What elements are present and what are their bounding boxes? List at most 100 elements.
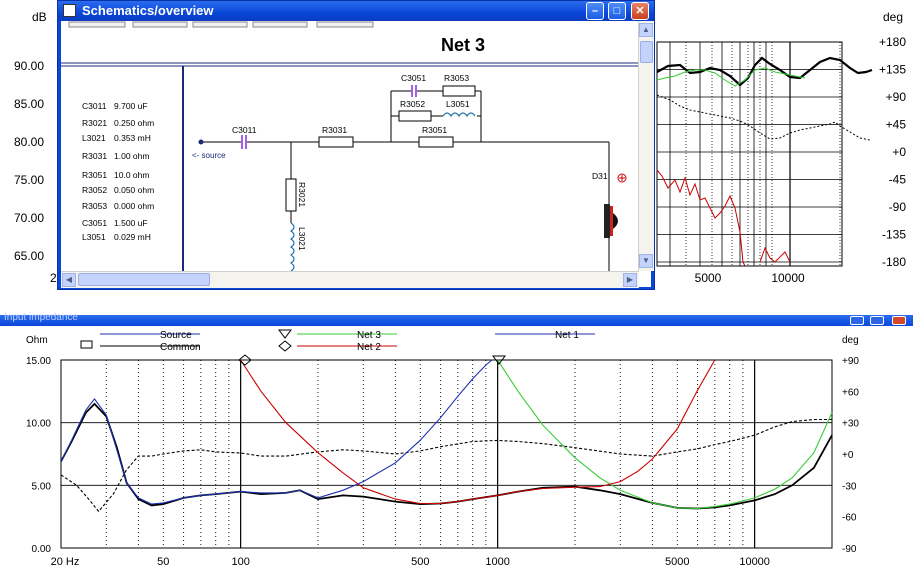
top-plot-area bbox=[656, 41, 843, 267]
top-grid bbox=[657, 41, 842, 266]
component-name: C3051 bbox=[82, 218, 107, 228]
label-source: <- source bbox=[192, 151, 226, 160]
component-name: L3051 bbox=[82, 232, 106, 242]
scroll-left-icon[interactable]: ◀ bbox=[62, 273, 76, 287]
impedance-legend: Source Common Net 3 Net 2 Net 1 bbox=[80, 329, 595, 353]
component-value: 0.029 mH bbox=[114, 232, 151, 242]
top-left-tick: 75.00 bbox=[14, 173, 44, 187]
schematic-canvas: Net 3 C3011 9.700 uF R3021 0.250 ohm L3021 0.… bbox=[61, 21, 651, 287]
minimize-button[interactable]: – bbox=[586, 2, 604, 20]
impedance-y2-tick: -90 bbox=[842, 544, 857, 555]
top-left-tick: 70.00 bbox=[14, 211, 44, 225]
top-right-tick: -135 bbox=[882, 228, 906, 242]
label-c3051: C3051 bbox=[401, 73, 426, 83]
net3-marker-icon[interactable] bbox=[492, 355, 506, 365]
component-value: 10.0 ohm bbox=[114, 170, 149, 180]
label-l3021: L3021 bbox=[297, 227, 307, 251]
top-left-tick: 90.00 bbox=[14, 59, 44, 73]
label-c3011: C3011 bbox=[232, 125, 257, 135]
component-value: 0.353 mH bbox=[114, 133, 151, 143]
top-left-ticks: 90.00 85.00 80.00 75.00 70.00 65.00 bbox=[14, 59, 44, 263]
horizontal-scrollbar[interactable]: ◀ ▶ bbox=[61, 271, 639, 288]
label-r3021: R3021 bbox=[297, 182, 307, 207]
component-name: R3031 bbox=[82, 151, 107, 161]
impedance-y-unit: Ohm bbox=[26, 335, 48, 346]
impedance-window-title: Input impedance bbox=[4, 312, 78, 323]
component-value: 1.500 uF bbox=[114, 218, 148, 228]
close-button[interactable]: ✕ bbox=[631, 2, 649, 20]
top-red-curve bbox=[656, 169, 746, 267]
impedance-series bbox=[60, 359, 833, 513]
schematic-window: Schematics/overview – □ ✕ Net 3 C3011 9.7… bbox=[57, 0, 655, 290]
legend-net3: Net 3 bbox=[357, 330, 381, 341]
top-right-tick: -90 bbox=[889, 200, 907, 214]
schematic-window-title: Schematics/overview bbox=[82, 3, 214, 18]
inductor-l3051[interactable] bbox=[442, 112, 476, 118]
impedance-y-tick: 0.00 bbox=[32, 544, 52, 555]
impedance-minimize-button[interactable] bbox=[850, 316, 864, 325]
legend-net2: Net 2 bbox=[357, 342, 381, 353]
series-net-1 bbox=[60, 359, 493, 505]
component-value: 1.00 ohm bbox=[114, 151, 149, 161]
inductor-l3021[interactable] bbox=[289, 222, 295, 272]
series-net-3 bbox=[497, 359, 833, 510]
top-left-tick: 80.00 bbox=[14, 135, 44, 149]
impedance-y2-tick: +60 bbox=[842, 387, 859, 398]
vertical-scrollbar[interactable]: ▲ ▼ bbox=[638, 21, 654, 271]
impedance-y-tick: 15.00 bbox=[26, 356, 51, 367]
impedance-y2-tick: +30 bbox=[842, 419, 859, 430]
impedance-maximize-button[interactable] bbox=[870, 316, 884, 325]
top-left-unit: dB bbox=[32, 10, 47, 24]
top-right-tick: +45 bbox=[886, 118, 907, 132]
resistor-r3021[interactable] bbox=[285, 178, 297, 212]
top-right-tick: -180 bbox=[882, 255, 906, 269]
resistor-r3052[interactable] bbox=[398, 110, 432, 122]
component-name: R3052 bbox=[82, 185, 107, 195]
circuit-wires bbox=[201, 90, 610, 287]
impedance-x-tick: 10000 bbox=[739, 556, 770, 568]
resistor-r3053[interactable] bbox=[442, 85, 476, 97]
label-d31: D31 bbox=[592, 171, 608, 181]
schematic-titlebar[interactable]: Schematics/overview – □ ✕ bbox=[58, 1, 654, 21]
schematic-drawing: Net 3 C3011 9.700 uF R3021 0.250 ohm L3021 0.… bbox=[61, 21, 638, 287]
top-right-ticks: +180 +135 +90 +45 +0 -45 -90 -135 -180 bbox=[879, 35, 906, 269]
impedance-y2-tick: +0 bbox=[842, 450, 854, 461]
component-value: 0.250 ohm bbox=[114, 118, 154, 128]
scroll-up-icon[interactable]: ▲ bbox=[639, 23, 653, 37]
impedance-y2-tick: -60 bbox=[842, 513, 857, 524]
maximize-button[interactable]: □ bbox=[608, 2, 626, 20]
top-black-curve bbox=[656, 56, 873, 87]
impedance-y2-tick: +90 bbox=[842, 356, 859, 367]
component-value: 0.050 ohm bbox=[114, 185, 154, 195]
vertical-scroll-thumb[interactable] bbox=[640, 41, 653, 63]
speaker-d31-icon[interactable] bbox=[604, 204, 618, 238]
impedance-grid bbox=[60, 359, 832, 549]
polarity-plus-icon bbox=[617, 173, 627, 183]
toolbar-strip bbox=[68, 21, 374, 28]
legend-net1: Net 1 bbox=[555, 330, 579, 341]
source-terminal[interactable] bbox=[198, 139, 204, 145]
component-list: C3011 9.700 uF R3021 0.250 ohm L3021 0.353 mH… bbox=[82, 101, 154, 242]
resistor-r3051[interactable] bbox=[418, 136, 454, 148]
impedance-window-titlebar[interactable]: Input impedance bbox=[0, 312, 913, 326]
resistor-r3031[interactable] bbox=[318, 136, 354, 148]
impedance-y-ticks: 15.00 10.00 5.00 0.00 bbox=[26, 356, 51, 555]
top-right-tick: +0 bbox=[892, 145, 906, 159]
impedance-y2-tick: -30 bbox=[842, 481, 857, 492]
capacitor-c3051[interactable] bbox=[411, 85, 417, 97]
top-red-curve-b bbox=[759, 246, 791, 263]
component-name: R3021 bbox=[82, 118, 107, 128]
impedance-x-tick: 500 bbox=[411, 556, 429, 568]
capacitor-c3011[interactable] bbox=[241, 135, 247, 149]
impedance-y-tick: 5.00 bbox=[32, 481, 52, 492]
impedance-x-tick: 50 bbox=[157, 556, 169, 568]
net2-marker-icon[interactable] bbox=[238, 354, 252, 366]
label-l3051: L3051 bbox=[446, 99, 470, 109]
series-net-2 bbox=[240, 359, 716, 505]
label-r3053: R3053 bbox=[444, 73, 469, 83]
impedance-close-button[interactable] bbox=[892, 316, 906, 325]
scroll-down-icon[interactable]: ▼ bbox=[639, 254, 653, 268]
scroll-right-icon[interactable]: ▶ bbox=[623, 273, 637, 287]
horizontal-scroll-thumb[interactable] bbox=[78, 273, 210, 286]
